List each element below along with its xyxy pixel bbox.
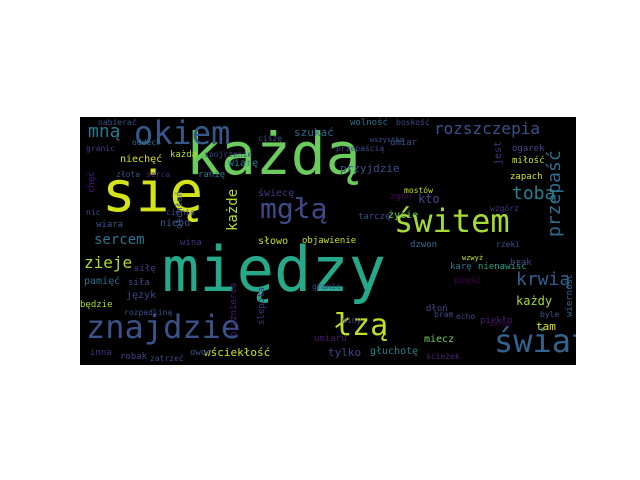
- word: bluźnierca: [229, 282, 239, 337]
- word: rozpadliną: [124, 308, 173, 317]
- word: chęć: [87, 171, 97, 193]
- word: umiaru: [314, 334, 347, 344]
- word: mgłą: [260, 192, 328, 225]
- word: robak: [120, 352, 148, 362]
- word: między: [162, 233, 386, 306]
- word: wolność: [350, 118, 388, 128]
- word: granic: [86, 144, 115, 153]
- word: miłość: [512, 156, 545, 166]
- word: świat: [494, 322, 576, 360]
- word-cloud: między każdą się znajdzie okiem mgłą świ…: [80, 117, 576, 365]
- word: język: [126, 290, 157, 301]
- word: ścieżek: [426, 352, 460, 361]
- word: każda: [170, 150, 198, 160]
- word: zapach: [510, 172, 543, 182]
- word: dzwon: [410, 240, 438, 250]
- word: słowo: [258, 236, 289, 247]
- word: przepaścią: [336, 144, 385, 153]
- word: kto: [418, 192, 440, 206]
- word: życie: [388, 210, 419, 221]
- word: każde: [225, 188, 241, 231]
- word: głuchotę: [370, 346, 419, 357]
- word: umiar: [390, 138, 418, 148]
- word: objawienie: [302, 236, 357, 246]
- word: inna: [90, 348, 112, 358]
- word: wściekłość: [204, 346, 271, 359]
- word: wzwyż: [462, 254, 484, 262]
- word: krwią: [516, 269, 571, 290]
- word: się: [102, 160, 204, 225]
- word: wiarę: [228, 158, 259, 169]
- word: boskość: [396, 118, 430, 127]
- word: siła: [128, 278, 150, 288]
- word: wszystko: [370, 136, 404, 144]
- word: przyjdzie: [340, 162, 400, 175]
- word: zatrzeć: [150, 354, 184, 363]
- word: wierność: [565, 273, 575, 317]
- word: świecę: [258, 188, 295, 199]
- word: echo: [456, 312, 476, 321]
- word: piekło: [480, 316, 513, 326]
- word: mostów: [404, 186, 433, 195]
- word: siłę: [134, 264, 156, 274]
- word: rzeki: [496, 240, 521, 249]
- word: bram: [434, 310, 454, 319]
- word: rozszczepia: [434, 119, 540, 138]
- word: sercem: [94, 232, 145, 248]
- word: złota: [116, 170, 141, 179]
- word: zieje: [84, 253, 133, 272]
- word: zgon: [390, 192, 412, 202]
- word: łzą: [334, 308, 389, 343]
- word: niechęć: [120, 154, 163, 165]
- word: granic: [312, 282, 341, 291]
- word: jest: [493, 140, 504, 165]
- word: nic: [86, 208, 101, 217]
- word: każdą: [186, 120, 361, 188]
- word: mną: [88, 121, 121, 142]
- word: ogarek: [512, 144, 545, 154]
- word: serca: [146, 170, 171, 179]
- word: okiem: [134, 117, 231, 152]
- word: wzgórz: [490, 204, 519, 213]
- word: każdy: [516, 294, 553, 308]
- word: ciszę: [258, 134, 283, 143]
- word: pamięć: [84, 276, 121, 287]
- word: ślepota: [257, 287, 267, 325]
- word: szukać: [294, 126, 334, 139]
- word: nabierać: [98, 118, 137, 127]
- word: miny: [342, 316, 362, 325]
- word: oddech: [132, 138, 161, 147]
- word: dłoń: [426, 304, 448, 314]
- word: spojrzenie: [204, 150, 253, 159]
- word: wzrok: [490, 320, 512, 328]
- word: tarczę: [358, 212, 391, 222]
- word: tylko: [328, 346, 362, 359]
- word: świtem: [394, 202, 510, 240]
- word: znajdzie: [86, 308, 241, 346]
- word: niebo: [160, 218, 191, 229]
- word: byle: [540, 310, 560, 319]
- word: brak: [510, 258, 532, 268]
- word: miecz: [424, 334, 455, 345]
- word: tam: [536, 320, 556, 333]
- word: tobą: [512, 183, 556, 204]
- word: wiara: [96, 220, 124, 230]
- word: nienawiść: [478, 262, 527, 272]
- word: będzie: [80, 300, 113, 310]
- word: cienia: [166, 208, 195, 217]
- word: ranię: [198, 170, 226, 180]
- word: owoc: [190, 348, 212, 358]
- word: pięść: [454, 276, 482, 286]
- word: wina: [180, 238, 202, 248]
- word: karę: [450, 262, 472, 272]
